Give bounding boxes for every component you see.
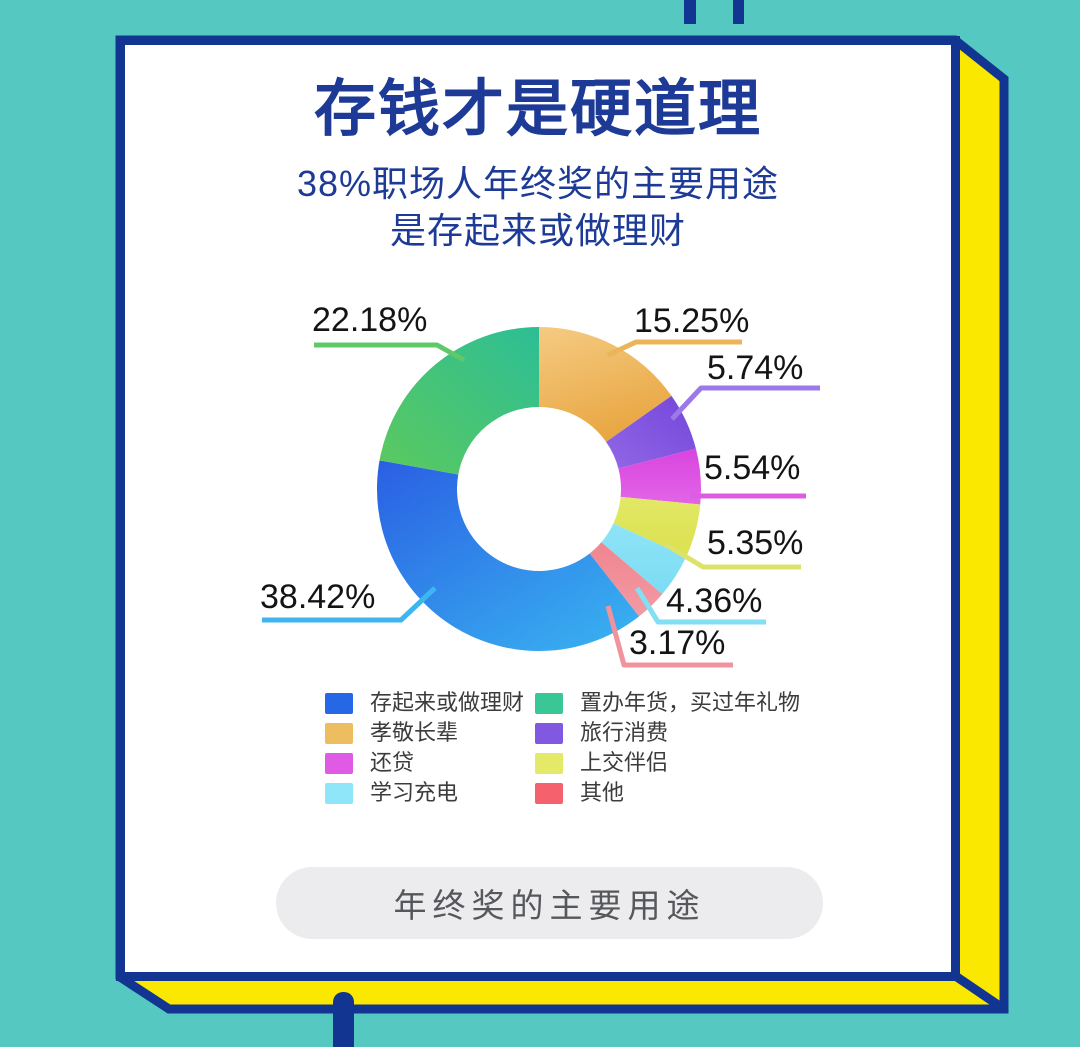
legend-swatch bbox=[325, 752, 353, 774]
slice-value-孝敬长辈: 15.25% bbox=[634, 302, 750, 340]
legend-swatch bbox=[535, 752, 563, 774]
slice-value-旅行消费: 5.74% bbox=[707, 349, 804, 387]
legend-swatch bbox=[535, 692, 563, 714]
legend-swatch bbox=[535, 782, 563, 804]
legend-swatch bbox=[325, 782, 353, 804]
legend-item: 置办年货，买过年礼物 bbox=[535, 688, 800, 718]
legend-item-label: 还贷 bbox=[370, 750, 415, 775]
legend-swatch bbox=[325, 722, 353, 744]
donut-slice-上交伴侣 bbox=[613, 496, 701, 557]
donut-slice-其他 bbox=[589, 542, 663, 617]
legend-item-label: 旅行消费 bbox=[580, 720, 669, 745]
legend-item: 存起来或做理财 bbox=[325, 688, 524, 718]
donut-slice-存起来或做理财 bbox=[377, 460, 640, 651]
legend-item: 旅行消费 bbox=[535, 718, 800, 748]
donut-slices bbox=[377, 327, 702, 651]
legend-item-label: 学习充电 bbox=[370, 780, 459, 805]
legend-item: 其他 bbox=[535, 778, 800, 808]
donut-slice-还贷 bbox=[618, 448, 702, 505]
slice-value-其他: 3.17% bbox=[629, 624, 726, 662]
header: 存钱才是硬道理 38%职场人年终奖的主要用途 是存起来或做理财 bbox=[116, 76, 960, 254]
bottom-connector-bar bbox=[333, 992, 354, 1047]
legend-item-label: 孝敬长辈 bbox=[370, 720, 459, 745]
leader-line-旅行消费 bbox=[670, 385, 820, 421]
page-title: 存钱才是硬道理 bbox=[313, 75, 762, 144]
subtitle-line-2: 是存起来或做理财 bbox=[389, 210, 686, 251]
slice-value-学习充电: 4.36% bbox=[666, 582, 763, 620]
top-connector-bar-left bbox=[684, 0, 696, 24]
legend-item-label: 存起来或做理财 bbox=[370, 690, 525, 715]
legend-item: 上交伴侣 bbox=[535, 748, 800, 778]
donut-slice-孝敬长辈 bbox=[539, 327, 672, 442]
top-connector-bar-right bbox=[733, 0, 744, 24]
subtitle-line-1: 38%职场人年终奖的主要用途 bbox=[296, 163, 780, 204]
legend-column-left: 存起来或做理财 孝敬长辈还贷学习充电 bbox=[325, 688, 524, 808]
card-corner-miter bbox=[951, 971, 1007, 1013]
donut-slice-置办年货，买过年礼物 bbox=[379, 327, 539, 475]
legend-item-label: 置办年货，买过年礼物 bbox=[580, 690, 801, 715]
legend-item: 孝敬长辈 bbox=[325, 718, 524, 748]
legend-swatch bbox=[535, 722, 563, 744]
legend-swatch bbox=[325, 692, 353, 714]
legend-item: 还贷 bbox=[325, 748, 524, 778]
slice-value-还贷: 5.54% bbox=[704, 449, 801, 487]
donut-slice-旅行消费 bbox=[606, 395, 696, 469]
chart-title-pill-button[interactable]: 年终奖的主要用途 bbox=[276, 867, 823, 939]
legend-item: 学习充电 bbox=[325, 778, 524, 808]
legend-item-label: 上交伴侣 bbox=[580, 750, 669, 775]
leader-line-置办年货 bbox=[314, 342, 466, 363]
slice-value-存起来或做理财: 38.42% bbox=[260, 578, 376, 616]
legend-item-label: 其他 bbox=[580, 780, 625, 805]
legend-column-right: 置办年货，买过年礼物 旅行消费上交伴侣其他 bbox=[535, 688, 800, 808]
slice-value-置办年货: 22.18% bbox=[312, 301, 428, 339]
page-subtitle: 38%职场人年终奖的主要用途 是存起来或做理财 bbox=[116, 160, 960, 254]
chart-title-pill-label: 年终奖的主要用途 bbox=[393, 887, 706, 924]
slice-value-上交伴侣: 5.35% bbox=[707, 524, 804, 562]
